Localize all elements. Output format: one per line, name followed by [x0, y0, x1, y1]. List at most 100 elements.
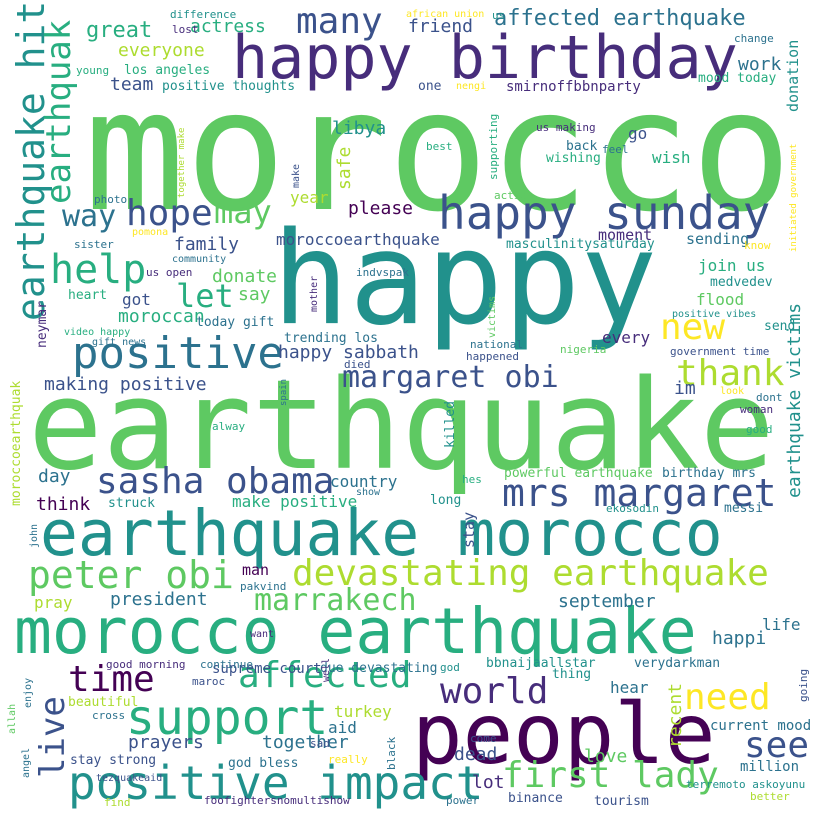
word: national	[470, 338, 523, 351]
word: earthquake morocco	[40, 497, 723, 570]
word: supreme court	[212, 661, 322, 677]
word: together make	[177, 127, 187, 198]
word: moment	[598, 226, 653, 244]
word: first lady	[502, 755, 719, 796]
word: say	[238, 284, 271, 305]
word: want	[250, 629, 275, 640]
word: cross	[92, 709, 126, 722]
word: sending	[686, 230, 750, 248]
word: aid	[328, 718, 357, 737]
word: going	[797, 668, 810, 702]
word: foofightersnomultishow	[204, 794, 350, 807]
word: turkey	[334, 702, 392, 721]
word: know	[744, 239, 771, 252]
word: got	[122, 290, 151, 309]
word: devastating earthquake	[292, 553, 769, 594]
word: way	[62, 199, 117, 234]
word: happy sunday	[438, 186, 771, 240]
word: current mood	[710, 718, 812, 734]
word: god bless	[228, 756, 299, 771]
word: action	[494, 189, 534, 202]
word: neymar	[35, 301, 50, 348]
word: support	[126, 690, 329, 746]
word: good	[746, 423, 773, 436]
word: hear	[610, 678, 649, 697]
word: lot	[472, 772, 505, 793]
word: go	[628, 124, 648, 143]
word: libya	[332, 118, 387, 139]
word: birthday mrs	[662, 466, 756, 481]
word: wishing	[546, 151, 601, 166]
word: back	[566, 139, 598, 154]
word: messi	[724, 501, 764, 516]
word: actress	[190, 16, 266, 37]
word: nigeria	[560, 343, 607, 356]
word: alway	[212, 420, 246, 433]
word: team	[110, 74, 154, 95]
word: donation	[784, 39, 802, 112]
word: together	[262, 732, 349, 753]
word: affected earthquake	[494, 6, 746, 31]
word: enjoy	[23, 677, 34, 708]
word: recent	[665, 682, 686, 748]
word: work	[738, 54, 782, 75]
word: stay	[460, 511, 478, 548]
word: los angeles	[124, 63, 211, 78]
word: peter obi	[28, 553, 234, 597]
word: best	[426, 140, 453, 153]
word: african union	[406, 9, 485, 20]
word: see	[744, 725, 810, 766]
word: supporting	[487, 113, 500, 180]
word: may	[214, 193, 272, 231]
word: us making	[536, 121, 596, 134]
word: maroc	[192, 675, 226, 688]
word: safe	[334, 146, 355, 190]
word: us open	[146, 266, 193, 279]
word: happy	[272, 205, 658, 354]
word: make	[291, 163, 302, 188]
word: indvspak	[356, 266, 409, 279]
word: difference	[170, 8, 237, 21]
word: long	[430, 493, 462, 508]
word: marrakech	[254, 583, 417, 618]
word: gift news	[92, 337, 147, 348]
word: power	[446, 794, 480, 807]
word: terremoto askoyunu	[686, 778, 806, 791]
word: happened	[466, 350, 519, 363]
word: heart	[68, 288, 108, 303]
word: continue	[200, 658, 253, 671]
word: one	[418, 79, 442, 94]
word: ekosodin	[606, 502, 659, 515]
word: good morning	[106, 658, 186, 671]
word: happy birthday	[232, 23, 738, 93]
word: margaret obi	[342, 360, 559, 395]
word: every	[602, 328, 651, 347]
word: earthquak	[39, 19, 79, 204]
word: initiated government	[789, 143, 799, 252]
word: love	[584, 746, 628, 767]
word: happy sabbath	[278, 342, 419, 363]
word: medvedev	[710, 275, 773, 290]
word: year	[290, 188, 329, 207]
word: hes	[462, 473, 482, 486]
word: country	[330, 472, 398, 491]
word: change	[734, 32, 774, 45]
word: really	[328, 753, 368, 766]
word: join us	[698, 256, 766, 275]
word: beautiful	[68, 695, 139, 710]
word: man	[242, 561, 270, 579]
word: thank	[676, 353, 785, 394]
word: great	[86, 18, 153, 43]
word: better	[750, 790, 790, 803]
word: positive impact	[68, 756, 484, 810]
word: help	[50, 247, 147, 293]
word: prayers	[128, 732, 204, 753]
word: binance	[508, 791, 563, 806]
word: sasha obama	[96, 461, 335, 502]
word: day	[38, 466, 71, 487]
word: masculinitysaturday	[506, 237, 655, 252]
word: victims	[487, 295, 498, 338]
word: time	[68, 659, 155, 700]
word: affected	[238, 655, 412, 696]
word: angel	[21, 747, 32, 778]
